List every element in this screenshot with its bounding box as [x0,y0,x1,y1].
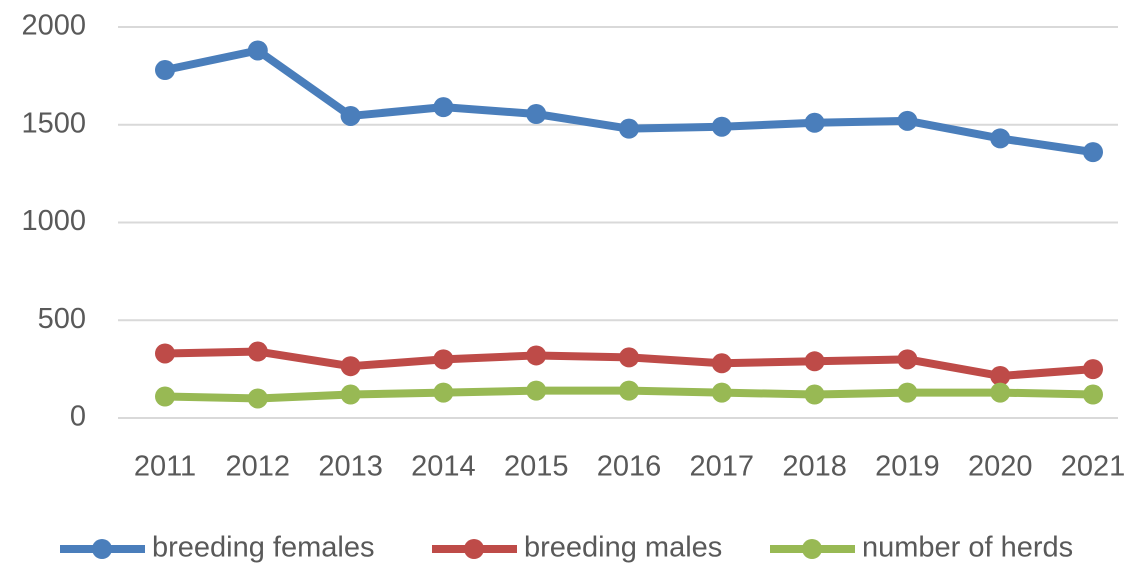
data-point [897,382,918,403]
legend-marker [464,539,484,559]
x-tick-label: 2021 [1061,451,1126,483]
data-point [619,380,639,401]
data-point [433,97,454,118]
data-point [990,128,1011,149]
data-point [619,347,639,368]
legend-label: breeding males [524,532,722,564]
data-point [804,351,825,372]
legend-marker [802,539,822,559]
data-point [526,345,547,366]
data-point [711,353,732,374]
x-tick-label: 2015 [504,451,569,483]
data-point [526,380,547,401]
data-point [340,105,361,126]
x-tick-label: 2016 [597,451,662,483]
y-tick-label: 500 [38,303,86,335]
x-tick-label: 2020 [968,451,1033,483]
data-point [340,384,361,405]
data-point [619,118,639,139]
data-point [804,384,825,405]
data-point [155,60,175,81]
legend-marker [92,539,112,559]
legend-label: breeding females [152,532,374,564]
data-point [804,112,825,133]
data-point [990,382,1011,403]
x-tick-label: 2013 [318,451,383,483]
y-tick-label: 2000 [21,10,86,42]
data-point [1083,359,1103,380]
y-tick-label: 0 [70,401,86,433]
x-tick-label: 2011 [134,451,196,483]
data-point [340,356,361,377]
data-point [155,386,175,407]
x-tick-label: 2012 [226,451,291,483]
data-point [155,343,175,364]
data-point [897,349,918,370]
y-tick-label: 1000 [21,205,86,237]
data-point [990,365,1011,386]
data-point [247,40,268,61]
x-tick-label: 2019 [875,451,940,483]
data-point [1083,384,1103,405]
data-point [433,349,454,370]
data-point [711,382,732,403]
data-point [247,341,268,362]
data-point [247,388,268,409]
x-tick-label: 2014 [411,451,476,483]
legend-label: number of herds [862,532,1073,564]
data-point [711,116,732,137]
data-point [897,110,918,131]
data-point [526,103,547,124]
y-tick-label: 1500 [21,107,86,139]
data-point [433,382,454,403]
x-tick-label: 2018 [782,451,847,483]
data-point [1083,142,1103,163]
x-tick-label: 2017 [690,451,755,483]
